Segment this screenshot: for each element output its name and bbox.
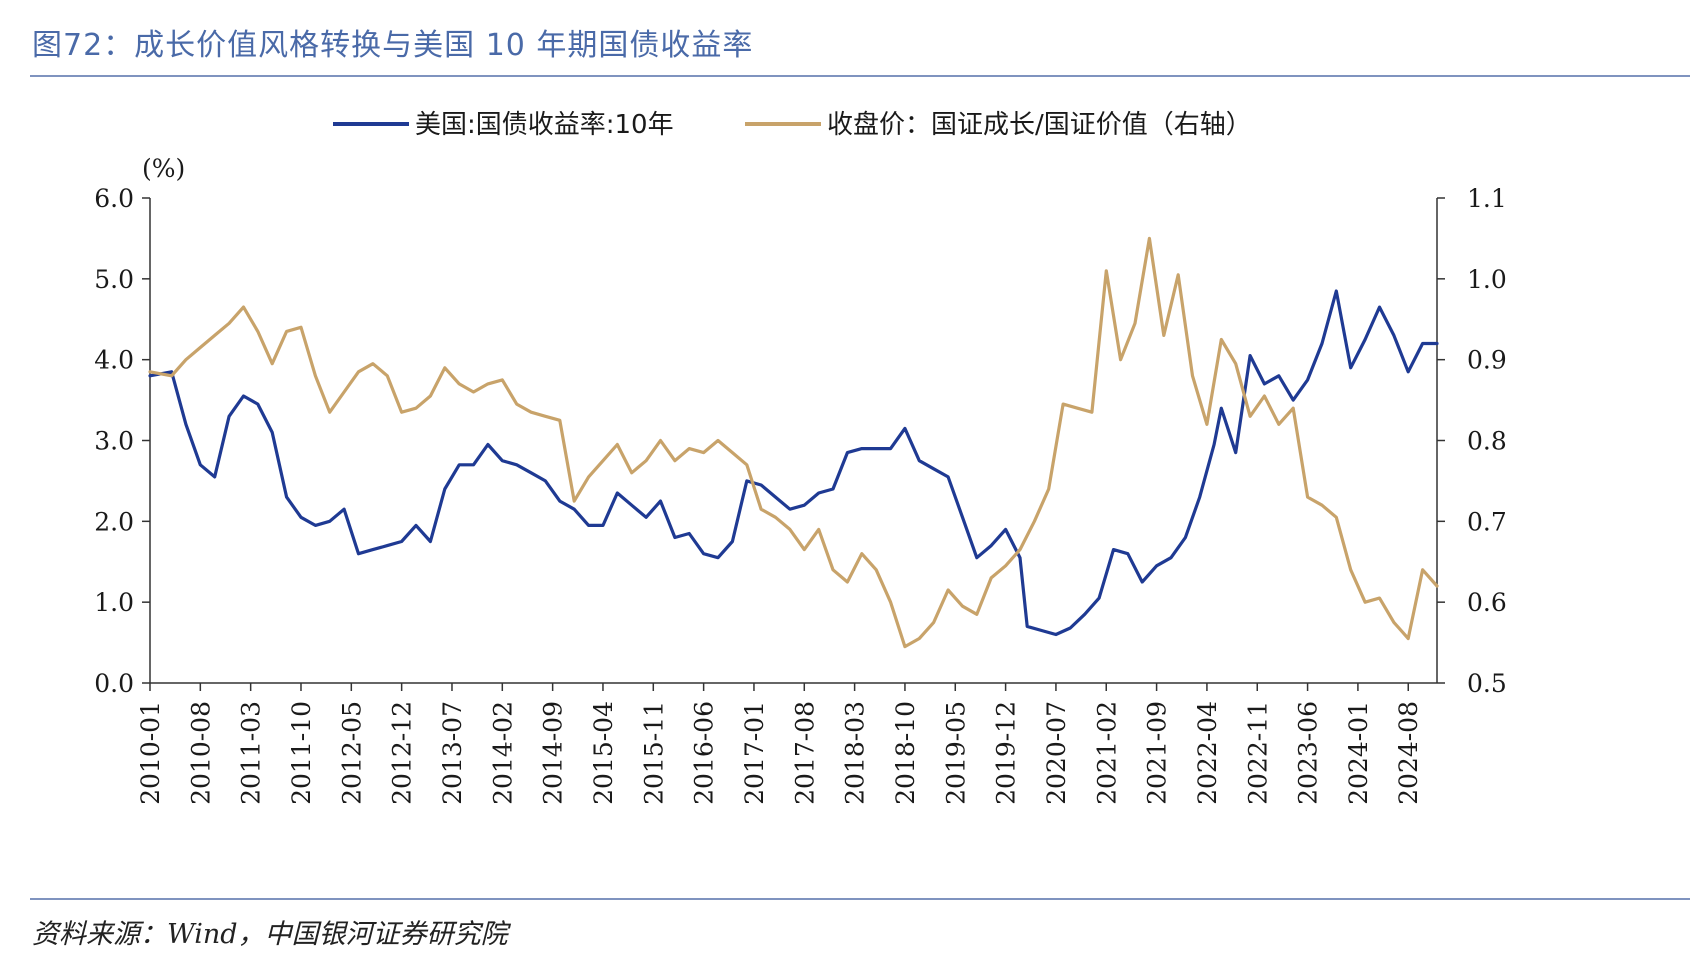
left-tick-label: 3.0 bbox=[94, 427, 134, 456]
x-tick-label: 2013-07 bbox=[438, 701, 467, 805]
right-tick-label: 0.6 bbox=[1467, 588, 1507, 617]
left-tick-label: 4.0 bbox=[94, 346, 134, 375]
source-note: 资料来源：Wind，中国银河证券研究院 bbox=[32, 919, 508, 950]
x-tick-label: 2014-09 bbox=[539, 701, 568, 805]
title-divider bbox=[30, 75, 1690, 77]
right-tick-label: 1.0 bbox=[1467, 265, 1507, 294]
left-tick-label: 1.0 bbox=[94, 588, 134, 617]
left-tick-label: 6.0 bbox=[94, 184, 134, 213]
right-tick-label: 0.8 bbox=[1467, 427, 1507, 456]
left-tick-label: 2.0 bbox=[94, 507, 134, 536]
growth-value-ratio-line bbox=[148, 236, 1439, 649]
x-tick-label: 2021-02 bbox=[1092, 701, 1121, 805]
right-tick-label: 0.5 bbox=[1467, 669, 1507, 698]
figure-title: 图72：成长价值风格转换与美国 10 年期国债收益率 bbox=[32, 28, 754, 63]
x-tick-label: 2023-06 bbox=[1294, 701, 1323, 805]
x-tick-label: 2019-05 bbox=[941, 701, 970, 805]
right-tick-label: 0.7 bbox=[1467, 507, 1507, 536]
left-tick-label: 5.0 bbox=[94, 265, 134, 294]
x-tick-label: 2010-08 bbox=[186, 701, 215, 805]
x-tick-label: 2012-12 bbox=[388, 701, 417, 805]
x-tick-label: 2017-08 bbox=[790, 701, 819, 805]
us10y-yield-line bbox=[148, 289, 1439, 637]
x-tick-label: 2020-07 bbox=[1042, 701, 1071, 805]
x-tick-label: 2015-11 bbox=[639, 701, 668, 805]
x-tick-label: 2011-10 bbox=[287, 701, 316, 805]
x-tick-label: 2024-01 bbox=[1344, 701, 1373, 805]
right-tick-label: 0.9 bbox=[1467, 346, 1507, 375]
x-tick-label: 2019-12 bbox=[992, 701, 1021, 805]
source-divider bbox=[30, 898, 1690, 900]
legend-label-growth-value: 收盘价：国证成长/国证价值（右轴） bbox=[827, 110, 1252, 140]
x-tick-label: 2011-03 bbox=[237, 701, 266, 805]
x-tick-label: 2014-02 bbox=[488, 701, 517, 805]
legend-label-us10y: 美国:国债收益率:10年 bbox=[415, 110, 674, 140]
x-tick-label: 2015-04 bbox=[589, 701, 618, 805]
left-tick-label: 0.0 bbox=[94, 669, 134, 698]
left-axis-unit: (%) bbox=[142, 154, 185, 183]
x-tick-label: 2010-01 bbox=[136, 701, 165, 805]
x-tick-label: 2018-10 bbox=[891, 701, 920, 805]
right-tick-label: 1.1 bbox=[1467, 184, 1507, 213]
x-tick-label: 2012-05 bbox=[337, 701, 366, 805]
x-tick-label: 2022-04 bbox=[1193, 701, 1222, 805]
x-tick-label: 2024-08 bbox=[1394, 701, 1423, 805]
x-tick-label: 2018-03 bbox=[841, 701, 870, 805]
x-tick-label: 2016-06 bbox=[690, 701, 719, 805]
x-tick-label: 2017-01 bbox=[740, 701, 769, 805]
x-tick-label: 2021-09 bbox=[1143, 701, 1172, 805]
x-tick-label: 2022-11 bbox=[1243, 701, 1272, 805]
